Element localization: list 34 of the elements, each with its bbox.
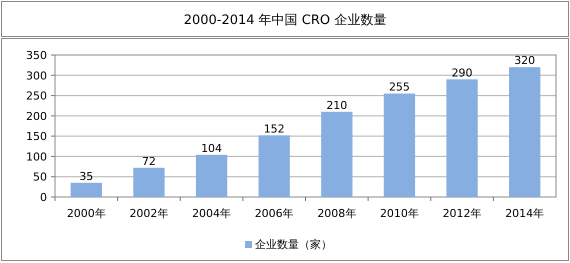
y-tick-label: 0 — [40, 191, 47, 204]
x-tick-label: 2008年 — [317, 207, 356, 220]
y-tick-label: 200 — [26, 110, 47, 123]
bar — [321, 112, 352, 197]
y-tick-label: 100 — [26, 150, 47, 164]
bar — [446, 79, 478, 197]
chart-title: 2000-2014 年中国 CRO 企业数量 — [184, 13, 386, 28]
bar — [196, 154, 228, 197]
bar — [133, 168, 165, 197]
data-label: 210 — [326, 98, 348, 112]
data-label: 320 — [514, 54, 536, 68]
bar — [509, 67, 540, 197]
x-tick-label: 2004年 — [192, 207, 232, 220]
x-tick-label: 2002年 — [129, 207, 168, 220]
y-tick-label: 50 — [33, 170, 47, 184]
data-label: 255 — [388, 80, 410, 94]
data-label: 290 — [452, 66, 473, 80]
data-label: 104 — [201, 142, 222, 155]
x-tick-label: 2012年 — [442, 207, 482, 220]
x-tick-label: 2014年 — [505, 207, 544, 220]
x-tick-label: 2006年 — [254, 207, 294, 220]
bar — [258, 135, 290, 197]
data-label: 152 — [264, 122, 285, 136]
y-tick-label: 150 — [26, 130, 47, 144]
bar — [384, 94, 416, 197]
y-tick-label: 300 — [26, 69, 47, 82]
y-tick-label: 250 — [26, 90, 47, 103]
x-tick-label: 2010年 — [380, 207, 419, 220]
x-tick-label: 2000年 — [66, 207, 106, 220]
bar — [70, 182, 102, 197]
data-label: 72 — [142, 154, 156, 168]
y-tick-label: 350 — [26, 49, 47, 62]
data-label: 35 — [79, 170, 94, 183]
legend-label: 企业数量（家） — [255, 238, 332, 251]
